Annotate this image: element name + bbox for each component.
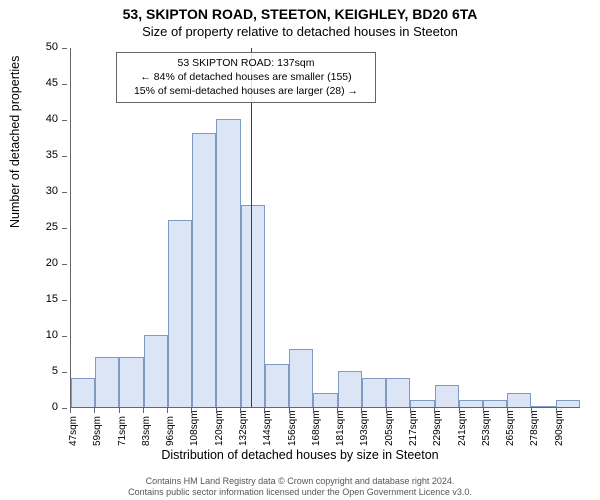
x-tick-label: 253sqm [481, 410, 492, 446]
x-tick-label: 120sqm [214, 410, 225, 446]
chart-footer: Contains HM Land Registry data © Crown c… [0, 476, 600, 499]
footer-line2: Contains public sector information licen… [0, 487, 600, 498]
histogram-bar [95, 357, 119, 407]
x-axis-ticks: 47sqm 59sqm 71sqm 83sqm 96sqm 108sqm 120sqm 132… [70, 408, 580, 448]
y-tick-mark [62, 264, 67, 265]
y-tick-mark [62, 120, 67, 121]
histogram-bar [386, 378, 410, 407]
x-tick-label: 193sqm [359, 410, 370, 446]
annotation-line1: 53 SKIPTON ROAD: 137sqm [123, 56, 369, 70]
y-tick-mark [62, 300, 67, 301]
x-tick-label: 71sqm [117, 416, 128, 446]
x-tick-label: 47sqm [68, 416, 79, 446]
x-tick-mark [70, 408, 71, 413]
x-tick-label: 83sqm [141, 416, 152, 446]
y-tick-label: 30 [46, 185, 58, 197]
y-tick-label: 5 [52, 365, 58, 377]
x-tick-label: 229sqm [432, 410, 443, 446]
x-tick-label: 217sqm [408, 410, 419, 446]
x-tick-label: 265sqm [505, 410, 516, 446]
chart-title-address: 53, SKIPTON ROAD, STEETON, KEIGHLEY, BD2… [0, 6, 600, 22]
histogram-bar [168, 220, 192, 407]
y-tick-mark [62, 336, 67, 337]
chart-subtitle: Size of property relative to detached ho… [0, 24, 600, 39]
y-axis-label: Number of detached properties [8, 56, 22, 228]
x-tick-label: 108sqm [189, 410, 200, 446]
histogram-bar [144, 335, 168, 407]
histogram-bar [289, 349, 313, 407]
property-size-histogram: 53, SKIPTON ROAD, STEETON, KEIGHLEY, BD2… [0, 0, 600, 500]
histogram-bar [556, 400, 580, 407]
histogram-bar [313, 393, 337, 407]
footer-line1: Contains HM Land Registry data © Crown c… [0, 476, 600, 487]
x-tick-label: 156sqm [287, 410, 298, 446]
histogram-bar [241, 205, 265, 407]
histogram-bar [507, 393, 531, 407]
histogram-bar [483, 400, 507, 407]
x-tick-label: 96sqm [165, 416, 176, 446]
y-tick-label: 50 [46, 41, 58, 53]
histogram-bar [338, 371, 362, 407]
x-tick-label: 168sqm [311, 410, 322, 446]
x-tick-mark [167, 408, 168, 413]
x-tick-mark [94, 408, 95, 413]
histogram-bar [71, 378, 95, 407]
y-tick-mark [62, 84, 67, 85]
y-tick-label: 45 [46, 77, 58, 89]
plot-area: 53 SKIPTON ROAD: 137sqm ← 84% of detache… [70, 48, 580, 408]
histogram-bar [531, 406, 555, 407]
annotation-line2: ← 84% of detached houses are smaller (15… [123, 70, 369, 84]
y-tick-label: 0 [52, 401, 58, 413]
x-tick-label: 205sqm [384, 410, 395, 446]
annotation-line3: 15% of semi-detached houses are larger (… [123, 84, 369, 98]
y-tick-mark [62, 372, 67, 373]
y-tick-label: 15 [46, 293, 58, 305]
y-tick-label: 20 [46, 257, 58, 269]
x-tick-label: 290sqm [554, 410, 565, 446]
x-tick-mark [119, 408, 120, 413]
x-tick-label: 181sqm [335, 410, 346, 446]
y-tick-mark [62, 228, 67, 229]
histogram-bar [216, 119, 240, 407]
x-axis-label: Distribution of detached houses by size … [0, 448, 600, 462]
y-tick-label: 35 [46, 149, 58, 161]
x-tick-label: 278sqm [529, 410, 540, 446]
y-tick-mark [62, 156, 67, 157]
y-tick-mark [62, 192, 67, 193]
x-tick-label: 132sqm [238, 410, 249, 446]
x-tick-label: 59sqm [92, 416, 103, 446]
y-tick-label: 40 [46, 113, 58, 125]
histogram-bar [410, 400, 434, 407]
histogram-bar [435, 385, 459, 407]
annotation-box: 53 SKIPTON ROAD: 137sqm ← 84% of detache… [116, 52, 376, 103]
x-tick-label: 144sqm [262, 410, 273, 446]
y-tick-label: 10 [46, 329, 58, 341]
y-tick-mark [62, 408, 67, 409]
y-tick-mark [62, 48, 67, 49]
y-tick-label: 25 [46, 221, 58, 233]
histogram-bar [192, 133, 216, 407]
histogram-bar [119, 357, 143, 407]
x-tick-label: 241sqm [457, 410, 468, 446]
histogram-bar [459, 400, 483, 407]
histogram-bar [265, 364, 289, 407]
x-tick-mark [143, 408, 144, 413]
histogram-bar [362, 378, 386, 407]
